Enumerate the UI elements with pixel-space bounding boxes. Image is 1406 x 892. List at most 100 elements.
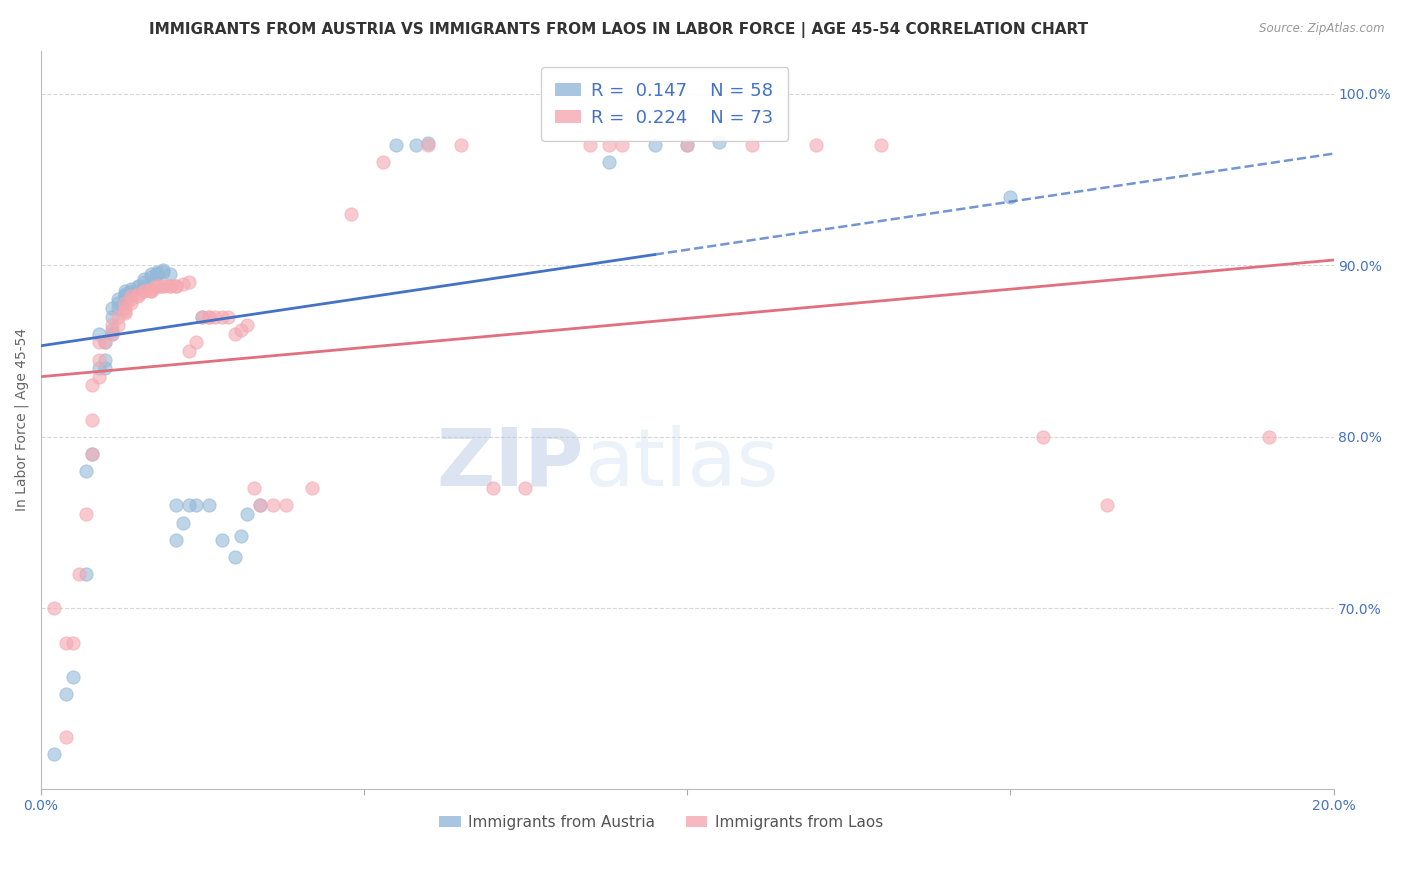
Point (598, 138, 620, 153)
Text: IMMIGRANTS FROM AUSTRIA VS IMMIGRANTS FROM LAOS IN LABOR FORCE | AGE 45-54 CORRE: IMMIGRANTS FROM AUSTRIA VS IMMIGRANTS FR… (149, 22, 1088, 38)
Point (114, 306, 136, 320)
Point (159, 278, 181, 293)
Point (82, 412, 104, 426)
Point (676, 138, 699, 153)
Point (75, 567, 97, 582)
Point (107, 310, 129, 324)
Point (418, 136, 440, 151)
Point (385, 138, 408, 153)
Point (94, 335, 117, 350)
Point (276, 499, 298, 513)
Point (612, 138, 634, 153)
Point (301, 481, 323, 495)
Text: ZIP: ZIP (436, 425, 583, 503)
Point (87, 369, 110, 384)
Point (100, 326, 122, 341)
Point (139, 282, 162, 296)
Point (204, 310, 226, 324)
Point (127, 280, 149, 294)
Point (55, 635, 77, 649)
Legend: Immigrants from Austria, Immigrants from Laos: Immigrants from Austria, Immigrants from… (433, 809, 889, 836)
Point (165, 278, 187, 293)
Point (114, 284, 136, 298)
Point (262, 499, 284, 513)
Point (114, 301, 136, 315)
Point (741, 138, 763, 153)
Point (236, 507, 259, 521)
Point (236, 318, 259, 333)
Point (132, 284, 155, 298)
Point (709, 135, 731, 149)
Point (179, 276, 201, 290)
Point (94, 335, 117, 350)
Point (159, 278, 181, 293)
Point (62, 670, 84, 684)
Point (82, 447, 104, 461)
Point (100, 326, 122, 341)
Point (82, 447, 104, 461)
Point (152, 265, 174, 279)
Point (146, 267, 169, 281)
Point (146, 280, 169, 294)
Point (139, 284, 162, 298)
Point (165, 533, 187, 547)
Point (184, 335, 207, 350)
Point (114, 289, 136, 303)
Point (1257, 430, 1279, 444)
Point (197, 499, 219, 513)
Point (340, 207, 363, 221)
Point (224, 549, 246, 564)
Point (217, 310, 239, 324)
Point (179, 499, 201, 513)
Point (211, 310, 233, 324)
Point (152, 278, 174, 293)
Point (87, 326, 110, 341)
Point (450, 138, 472, 153)
Point (100, 301, 122, 315)
Point (191, 310, 214, 324)
Point (172, 516, 194, 530)
Point (100, 318, 122, 333)
Point (100, 310, 122, 324)
Point (249, 499, 271, 513)
Point (107, 293, 129, 307)
Point (114, 289, 136, 303)
Point (152, 278, 174, 293)
Point (179, 343, 201, 358)
Point (191, 310, 214, 324)
Point (114, 287, 136, 301)
Point (120, 282, 142, 296)
Point (127, 287, 149, 301)
Point (165, 278, 187, 293)
Point (870, 138, 893, 153)
Point (146, 278, 169, 293)
Point (197, 310, 219, 324)
Point (1097, 499, 1119, 513)
Point (211, 533, 233, 547)
Point (55, 687, 77, 701)
Point (405, 138, 427, 153)
Text: atlas: atlas (583, 425, 778, 503)
Point (132, 278, 155, 293)
Point (82, 378, 104, 392)
Point (644, 138, 666, 153)
Point (172, 277, 194, 291)
Point (127, 278, 149, 293)
Point (165, 499, 187, 513)
Point (515, 481, 537, 495)
Point (159, 267, 181, 281)
Point (120, 293, 142, 307)
Point (107, 301, 129, 315)
Point (152, 263, 174, 277)
Point (197, 310, 219, 324)
Point (100, 323, 122, 337)
Point (418, 138, 440, 153)
Point (146, 267, 169, 281)
Point (184, 499, 207, 513)
Point (87, 361, 110, 376)
Point (62, 635, 84, 649)
Point (139, 267, 162, 281)
Point (75, 507, 97, 521)
Point (1000, 189, 1022, 203)
Point (107, 296, 129, 310)
